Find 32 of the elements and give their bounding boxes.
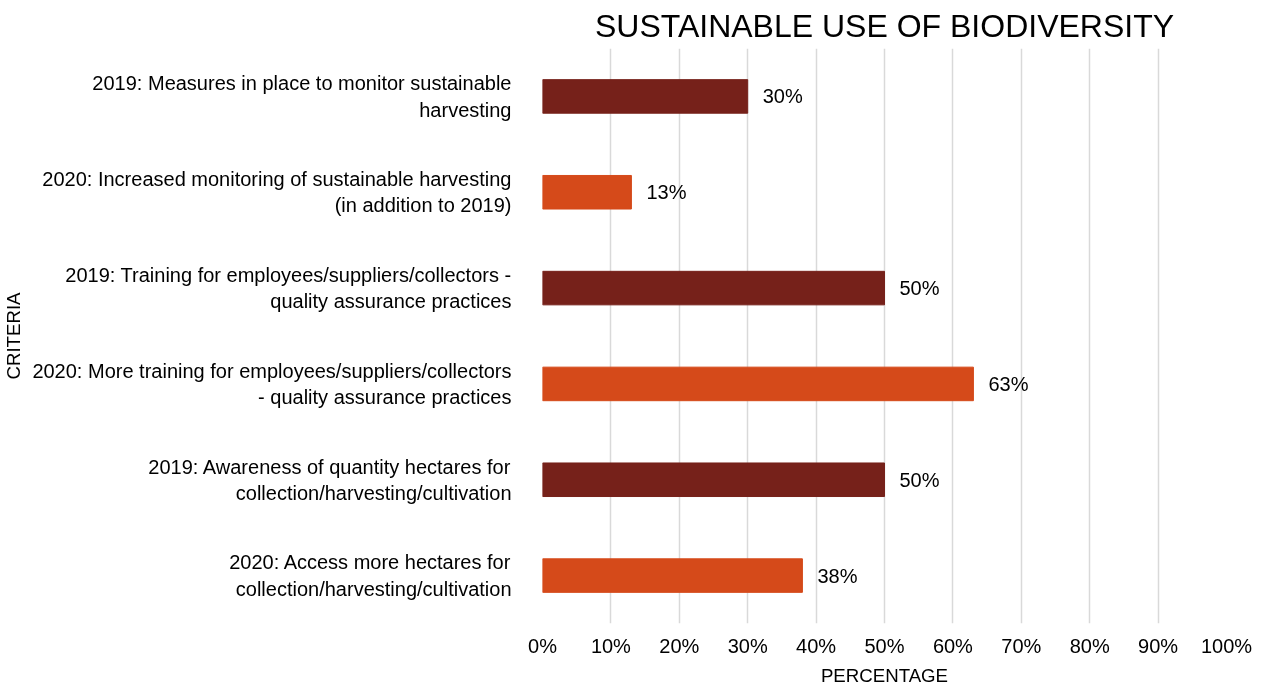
chart-title: SUSTAINABLE USE OF BIODIVERSITY: [594, 7, 1175, 44]
data-label: 63%: [988, 372, 1029, 395]
bar: [542, 270, 885, 306]
x-tick-label: 50%: [864, 634, 905, 657]
x-tick-label: 80%: [1069, 634, 1110, 657]
data-label: 38%: [817, 564, 858, 587]
data-label: 50%: [899, 468, 940, 491]
bar: [542, 174, 632, 210]
data-label: 13%: [646, 181, 687, 204]
y-axis-title: CRITERIA: [3, 291, 25, 380]
x-axis-title: PERCENTAGE: [820, 664, 949, 686]
bar: [542, 366, 974, 402]
y-tick-label: 2020: Increased monitoring of sustainable harvesting (in addition to 2019): [42, 168, 512, 217]
x-tick-label: 70%: [1001, 634, 1042, 657]
x-tick-label: 0%: [528, 634, 558, 657]
x-tick-label: 100%: [1200, 634, 1253, 657]
y-tick-label: 2020: More training for employees/suppliers/collectors - quality assurance practices: [32, 359, 512, 409]
bar: [542, 558, 803, 593]
y-tick-label: 2020: Access more hectares for collection/harvesting/cultivation: [229, 551, 512, 600]
y-tick-label: 2019: Training for employees/suppliers/collectors - quality assurance practices: [65, 263, 512, 313]
bar: [542, 462, 885, 498]
x-tick-label: 20%: [659, 634, 700, 657]
data-label: 30%: [762, 85, 803, 108]
x-tick-label: 60%: [932, 634, 974, 657]
data-label: 50%: [899, 277, 940, 300]
y-tick-label: 2019: Measures in place to monitor sustainable harvesting: [92, 72, 512, 121]
bar: [542, 79, 749, 114]
x-tick-label: 10%: [590, 634, 632, 657]
x-tick-label: 90%: [1138, 634, 1179, 657]
x-tick-label: 40%: [796, 634, 837, 657]
y-tick-label: 2019: Awareness of quantity hectares for collection/harvesting/cultivation: [148, 455, 512, 504]
x-tick-label: 30%: [727, 634, 768, 657]
